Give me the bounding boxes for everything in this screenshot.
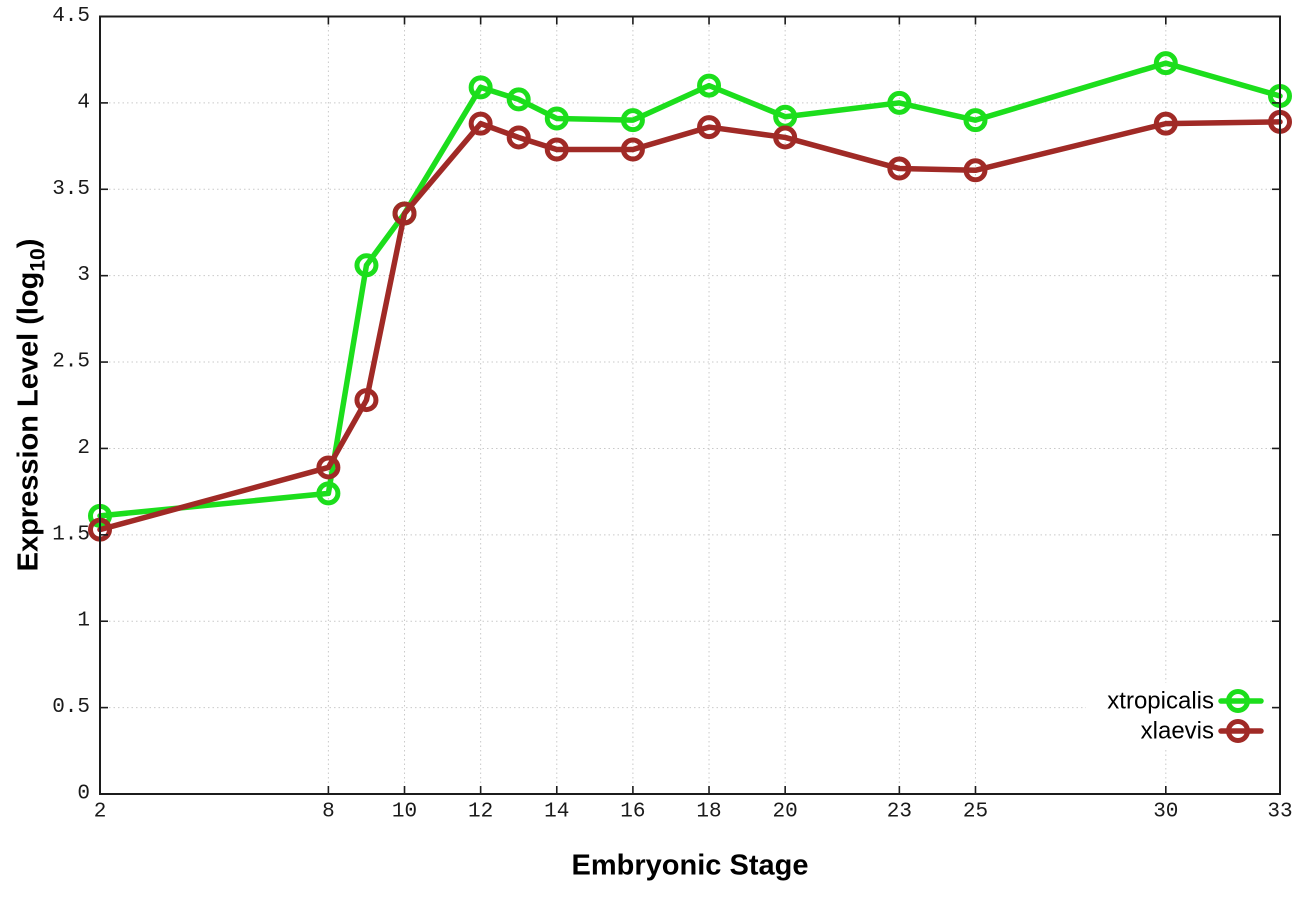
y-tick-label: 1 bbox=[77, 610, 90, 633]
data-point-xlaevis bbox=[354, 388, 379, 413]
legend-label-xtropicalis: xtropicalis bbox=[1107, 688, 1214, 715]
y-tick-label: 1.5 bbox=[52, 523, 90, 546]
y-tick-label: 4.5 bbox=[52, 5, 90, 28]
legend-sample-marker-xtropicalis bbox=[1226, 689, 1250, 713]
y-axis-title-subscript: 10 bbox=[26, 248, 50, 272]
data-point-xlaevis bbox=[773, 125, 798, 150]
data-point-xtropicalis bbox=[963, 108, 988, 133]
x-tick-label: 8 bbox=[322, 801, 335, 824]
y-tick-label: 3.5 bbox=[52, 178, 90, 201]
y-tick-label: 0.5 bbox=[52, 696, 90, 719]
legend-label-xlaevis: xlaevis bbox=[1141, 718, 1214, 745]
x-tick-label: 25 bbox=[963, 801, 988, 824]
data-point-xlaevis bbox=[506, 125, 531, 150]
data-point-xtropicalis bbox=[468, 75, 493, 100]
y-axis-title-text: Expression Level (log bbox=[12, 271, 45, 572]
data-point-xtropicalis bbox=[1153, 51, 1178, 76]
legend-sample-marker-xlaevis bbox=[1226, 719, 1250, 743]
data-point-xtropicalis bbox=[887, 90, 912, 115]
data-point-xtropicalis bbox=[620, 108, 645, 133]
x-tick-label: 16 bbox=[620, 801, 645, 824]
y-tick-label: 2 bbox=[77, 437, 90, 460]
data-point-xtropicalis bbox=[544, 106, 569, 131]
series-line-xlaevis bbox=[97, 119, 1283, 533]
data-point-xlaevis bbox=[468, 111, 493, 136]
data-point-xlaevis bbox=[887, 156, 912, 181]
x-axis-title: Embryonic Stage bbox=[571, 849, 809, 882]
x-tick-label: 12 bbox=[468, 801, 493, 824]
data-point-xtropicalis bbox=[697, 73, 722, 98]
data-point-xlaevis bbox=[697, 115, 722, 140]
data-point-xlaevis bbox=[1153, 111, 1178, 136]
y-axis-title: Expression Level (log10) bbox=[12, 238, 50, 572]
x-tick-label: 10 bbox=[392, 801, 417, 824]
plot-border bbox=[99, 15, 1281, 795]
data-point-xlaevis bbox=[620, 137, 645, 162]
y-tick-label: 3 bbox=[77, 264, 90, 287]
x-tick-label: 20 bbox=[773, 801, 798, 824]
x-tick-label: 18 bbox=[696, 801, 721, 824]
data-point-xlaevis bbox=[392, 201, 417, 226]
data-point-xtropicalis bbox=[316, 481, 341, 506]
x-tick-label: 33 bbox=[1267, 801, 1292, 824]
data-point-xlaevis bbox=[544, 137, 569, 162]
x-tick-label: 2 bbox=[94, 801, 107, 824]
y-tick-label: 0 bbox=[77, 783, 90, 806]
data-point-xtropicalis bbox=[354, 253, 379, 278]
y-tick-label: 4 bbox=[77, 91, 90, 114]
y-tick-label: 2.5 bbox=[52, 351, 90, 374]
data-point-xtropicalis bbox=[506, 87, 531, 112]
x-tick-label: 14 bbox=[544, 801, 569, 824]
data-point-xlaevis bbox=[316, 455, 341, 480]
data-point-xlaevis bbox=[963, 158, 988, 183]
x-tick-label: 30 bbox=[1153, 801, 1178, 824]
x-tick-label: 23 bbox=[887, 801, 912, 824]
y-axis-title-close: ) bbox=[12, 238, 45, 249]
